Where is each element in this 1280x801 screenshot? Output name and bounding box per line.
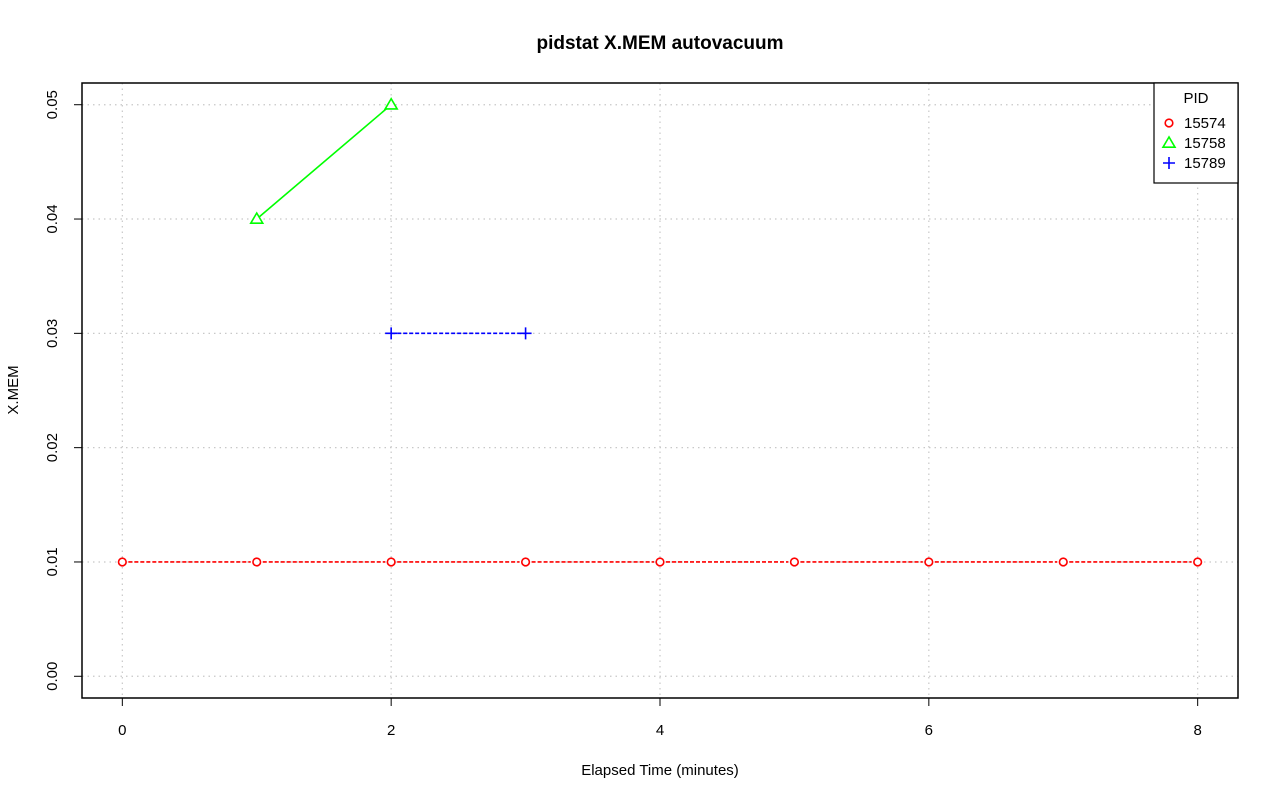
series-15789: [385, 327, 532, 340]
series-15574: [117, 557, 1203, 567]
series-line-15758: [256, 104, 392, 220]
legend-item-15758: 15758: [1161, 135, 1226, 152]
data-point-15574: [1193, 557, 1203, 567]
x-tick-label: 8: [1194, 722, 1202, 739]
data-point-15574: [1058, 557, 1068, 567]
y-tick-label: 0.03: [44, 319, 61, 348]
legend-label: 15758: [1184, 135, 1226, 152]
data-point-15758: [249, 211, 265, 225]
y-axis: 0.00 0.01 0.02 0.03 0.04 0.05: [44, 90, 83, 691]
legend-box: [1153, 82, 1239, 184]
data-point-15574: [789, 557, 800, 567]
legend-label: 15574: [1184, 115, 1226, 132]
series-layer: [117, 97, 1203, 567]
x-axis: 0 2 4 6 8: [118, 697, 1202, 739]
x-axis-label: Elapsed Time (minutes): [581, 762, 739, 779]
data-point-15574: [520, 557, 531, 567]
data-point-15574: [386, 557, 396, 567]
y-tick-label: 0.01: [44, 547, 61, 576]
chart-title: pidstat X.MEM autovacuum: [536, 33, 783, 54]
y-tick-label: 0.04: [44, 204, 61, 233]
data-point-15789: [385, 327, 398, 340]
legend-marker-15574: [1164, 118, 1174, 128]
data-point-15574: [655, 557, 665, 567]
legend-item-15574: 15574: [1164, 115, 1226, 132]
y-tick-label: 0.05: [44, 90, 61, 119]
x-tick-label: 0: [118, 722, 126, 739]
data-point-15574: [117, 557, 127, 567]
grid: [82, 83, 1238, 698]
x-tick-label: 4: [656, 722, 664, 739]
legend-item-15789: 15789: [1163, 155, 1226, 172]
series-15758: [249, 97, 399, 225]
data-point-15574: [252, 557, 262, 567]
data-point-15574: [924, 557, 934, 567]
data-point-15789: [519, 327, 532, 340]
x-tick-label: 2: [387, 722, 395, 739]
legend: PID 15574 15758 15789: [1153, 82, 1239, 184]
legend-marker-15758: [1161, 135, 1177, 148]
x-tick-label: 6: [925, 722, 933, 739]
y-tick-label: 0.02: [44, 433, 61, 462]
y-tick-label: 0.00: [44, 662, 61, 691]
data-point-15758: [383, 97, 399, 110]
legend-label: 15789: [1184, 155, 1226, 172]
y-axis-label: X.MEM: [5, 365, 22, 414]
legend-title: PID: [1183, 90, 1208, 107]
legend-marker-15789: [1163, 157, 1175, 169]
legend-items: 15574 15758 15789: [1161, 115, 1226, 172]
